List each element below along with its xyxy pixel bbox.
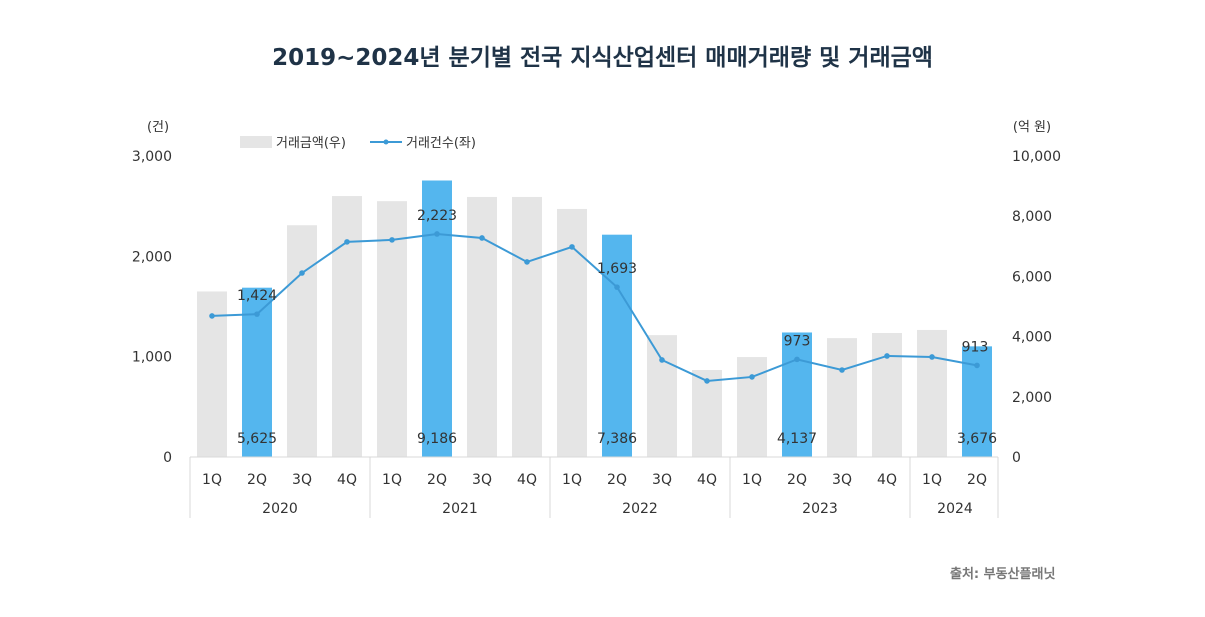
line-point <box>434 231 440 237</box>
category-label: 2Q <box>607 472 627 488</box>
left-axis-unit: (건) <box>147 120 169 135</box>
bar <box>827 338 857 457</box>
year-label: 2021 <box>442 501 478 517</box>
bar <box>512 196 542 457</box>
bar <box>332 196 362 457</box>
right-tick-label: 6,000 <box>1012 269 1052 285</box>
line-point <box>299 270 305 276</box>
line-point <box>479 235 485 241</box>
line-point <box>884 353 890 359</box>
right-tick-label: 2,000 <box>1012 390 1052 406</box>
bar <box>377 201 407 457</box>
line-point <box>614 284 620 290</box>
category-label: 3Q <box>652 472 672 488</box>
chart-title: 2019~2024년 분기별 전국 지식산업센터 매매거래량 및 거래금액 <box>272 45 933 71</box>
left-tick-label: 0 <box>163 450 172 466</box>
category-label: 1Q <box>742 472 762 488</box>
right-tick-label: 8,000 <box>1012 209 1052 225</box>
year-label: 2024 <box>937 501 973 517</box>
line-point <box>704 378 710 384</box>
bar <box>422 180 452 457</box>
source-credit: 출처: 부동산플래닛 <box>950 567 1056 582</box>
bar <box>197 291 227 457</box>
line-point <box>344 239 350 245</box>
line-point <box>524 259 530 265</box>
line-point <box>569 244 575 250</box>
line-point <box>389 237 395 243</box>
category-label: 3Q <box>832 472 852 488</box>
category-label: 2Q <box>427 472 447 488</box>
left-tick-label: 3,000 <box>132 149 172 165</box>
left-tick-label: 1,000 <box>132 350 172 366</box>
category-label: 1Q <box>202 472 222 488</box>
bar-value-label: 4,137 <box>777 431 817 447</box>
line-value-label: 913 <box>962 339 989 355</box>
line-point <box>209 313 215 319</box>
category-label: 4Q <box>337 472 357 488</box>
right-tick-label: 10,000 <box>1012 149 1061 165</box>
bar-value-label: 7,386 <box>597 431 637 447</box>
bar <box>917 329 947 457</box>
bar-value-label: 5,625 <box>237 431 277 447</box>
right-tick-label: 4,000 <box>1012 330 1052 346</box>
bar <box>287 225 317 457</box>
category-label: 2Q <box>787 472 807 488</box>
line-value-label: 973 <box>784 333 811 349</box>
category-label: 2Q <box>967 472 987 488</box>
line-point <box>254 311 260 317</box>
bar <box>872 332 902 457</box>
category-label: 4Q <box>877 472 897 488</box>
category-label: 1Q <box>382 472 402 488</box>
year-label: 2020 <box>262 501 298 517</box>
bar <box>692 370 722 457</box>
bar-value-label: 9,186 <box>417 431 457 447</box>
bar <box>782 332 812 457</box>
legend-bar-label: 거래금액(우) <box>276 136 346 151</box>
category-label: 1Q <box>562 472 582 488</box>
line-series <box>211 232 978 382</box>
category-label: 3Q <box>472 472 492 488</box>
legend-line-label: 거래건수(좌) <box>406 136 476 151</box>
category-label: 1Q <box>922 472 942 488</box>
legend-bar-swatch <box>240 136 272 148</box>
line-value-label: 1,693 <box>597 261 637 277</box>
right-tick-label: 0 <box>1012 450 1021 466</box>
line-point <box>659 357 665 363</box>
category-label: 4Q <box>697 472 717 488</box>
line-value-label: 2,223 <box>417 208 457 224</box>
category-label: 3Q <box>292 472 312 488</box>
line-value-label: 1,424 <box>237 288 277 304</box>
category-label: 4Q <box>517 472 537 488</box>
year-label: 2023 <box>802 501 838 517</box>
left-tick-label: 2,000 <box>132 249 172 265</box>
line-point <box>839 367 845 373</box>
year-label: 2022 <box>622 501 658 517</box>
bar-value-label: 3,676 <box>957 431 997 447</box>
bar <box>647 335 677 457</box>
bar <box>602 234 632 457</box>
line-point <box>794 356 800 363</box>
right-axis-unit: (억 원) <box>1013 120 1051 135</box>
line-point <box>974 362 980 369</box>
legend-line-marker <box>383 139 389 145</box>
category-label: 2Q <box>247 472 267 488</box>
line-point <box>749 374 755 380</box>
line-point <box>929 354 935 360</box>
